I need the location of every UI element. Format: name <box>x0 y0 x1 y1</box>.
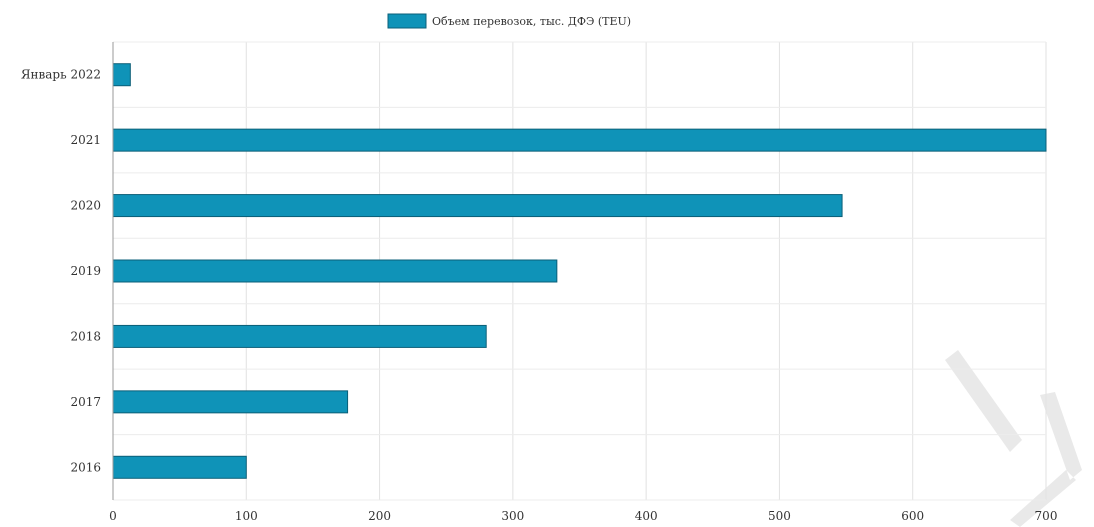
x-tick-label: 500 <box>768 509 791 523</box>
x-tick-labels: 0 100 200 300 400 500 600 700 <box>109 509 1057 523</box>
x-tick-label: 700 <box>1035 509 1058 523</box>
watermark-glyph-b <box>945 350 1022 452</box>
bars <box>112 63 1047 479</box>
bar <box>112 324 487 348</box>
x-tick-label: 300 <box>501 509 524 523</box>
category-label: 2017 <box>70 395 101 409</box>
bar <box>112 259 558 283</box>
x-tick-label: 0 <box>109 509 117 523</box>
x-tick-label: 600 <box>901 509 924 523</box>
watermark <box>945 350 1082 527</box>
category-label: Январь 2022 <box>21 68 101 82</box>
category-label: 2019 <box>70 264 101 278</box>
legend-label: Объем перевозок, тыс. ДФЭ (TEU) <box>432 15 631 28</box>
bar <box>112 455 247 479</box>
watermark-glyph-u <box>1010 392 1082 527</box>
x-tick-label: 200 <box>368 509 391 523</box>
bar <box>112 194 843 218</box>
category-label: 2020 <box>70 199 101 213</box>
category-labels: Январь 2022 2021 2020 2019 2018 2017 2016 <box>21 68 101 475</box>
x-tick-label: 100 <box>235 509 258 523</box>
gridlines <box>112 41 1047 501</box>
bar <box>112 390 349 414</box>
category-label: 2018 <box>70 329 101 343</box>
legend-swatch <box>387 13 427 29</box>
bar <box>112 128 1047 152</box>
category-label: 2016 <box>70 460 101 474</box>
bar <box>112 63 131 87</box>
x-tick-label: 400 <box>635 509 658 523</box>
legend: Объем перевозок, тыс. ДФЭ (TEU) <box>387 13 631 29</box>
category-label: 2021 <box>70 133 101 147</box>
